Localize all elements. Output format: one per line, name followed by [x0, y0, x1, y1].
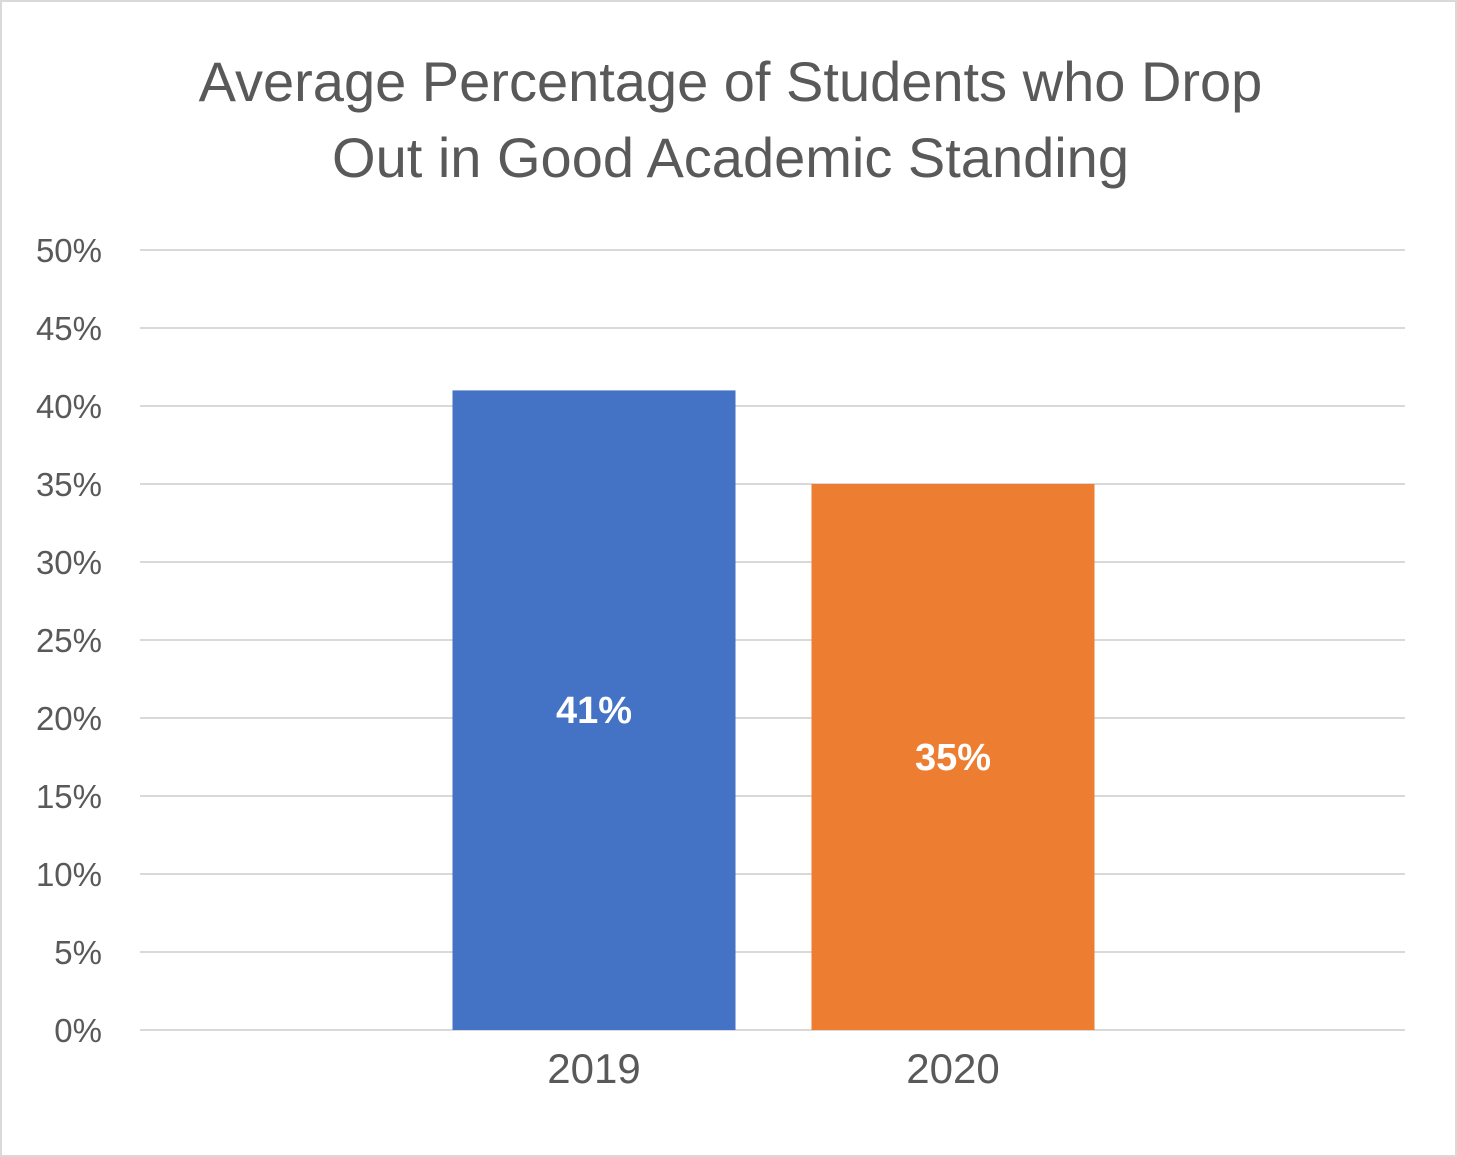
- y-tick-label-3: 15%: [36, 778, 102, 815]
- x-category-label-2019: 2019: [547, 1045, 640, 1092]
- chart-title-line-2: Out in Good Academic Standing: [332, 126, 1129, 189]
- chart-title: Average Percentage of Students who Drop …: [2, 44, 1457, 196]
- y-tick-label-0: 0%: [54, 1012, 102, 1049]
- y-tick-label-4: 20%: [36, 700, 102, 737]
- data-label-2019: 41%: [556, 690, 632, 732]
- bar-2020[interactable]: [811, 484, 1095, 1030]
- y-tick-label-10: 50%: [36, 232, 102, 269]
- y-tick-label-7: 35%: [36, 466, 102, 503]
- y-tick-label-2: 10%: [36, 856, 102, 893]
- y-tick-label-1: 5%: [54, 934, 102, 971]
- bar-2019[interactable]: [452, 390, 736, 1030]
- y-tick-label-6: 30%: [36, 544, 102, 581]
- y-tick-label-9: 45%: [36, 310, 102, 347]
- data-label-2020: 35%: [915, 737, 991, 779]
- y-tick-label-8: 40%: [36, 388, 102, 425]
- y-tick-label-5: 25%: [36, 622, 102, 659]
- chart-title-line-1: Average Percentage of Students who Drop: [198, 50, 1263, 113]
- x-category-label-2020: 2020: [906, 1045, 999, 1092]
